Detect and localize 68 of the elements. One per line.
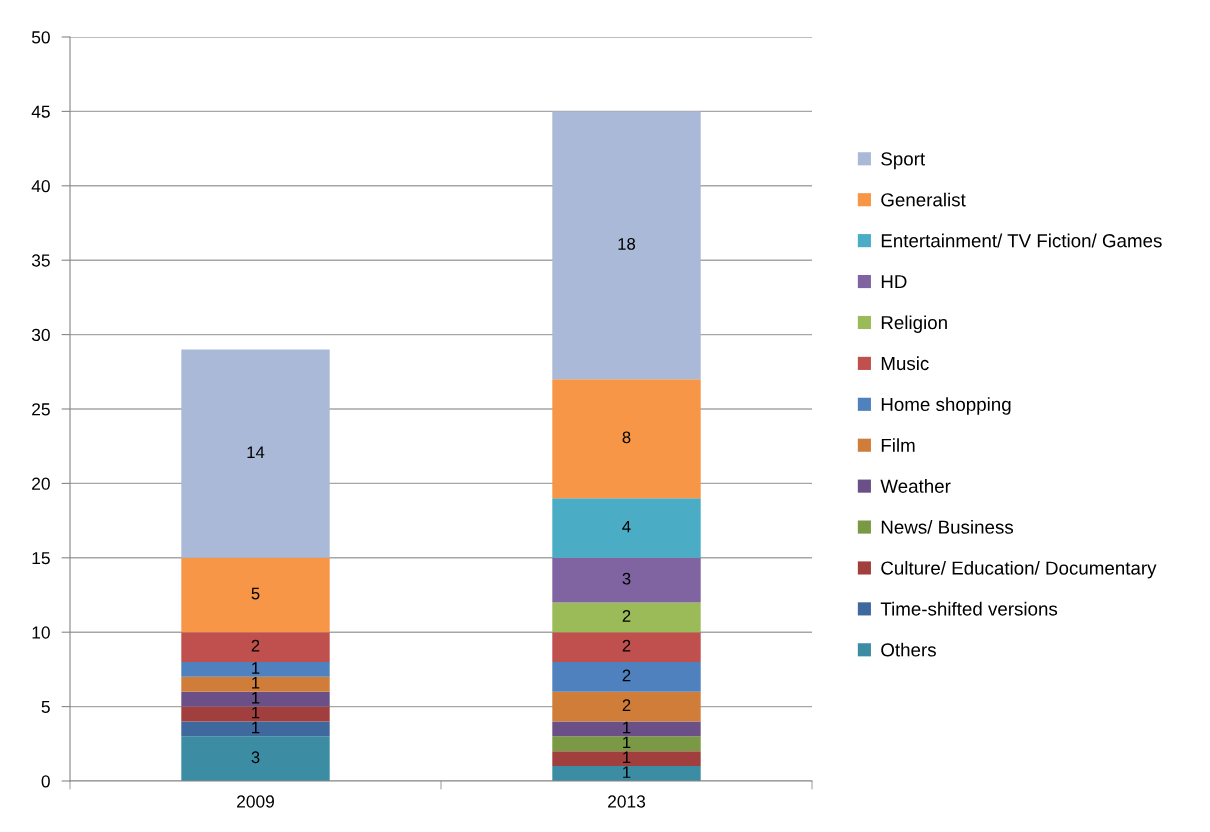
legend-label: Sport xyxy=(881,152,925,170)
legend-label: Music xyxy=(881,356,929,371)
bar xyxy=(552,111,701,380)
bar xyxy=(181,661,330,677)
data-label: 2 xyxy=(251,639,260,652)
y-tick-label: 10 xyxy=(32,626,50,639)
y-tick-label: 0 xyxy=(41,775,50,788)
bar xyxy=(181,676,330,692)
y-tick-label: 45 xyxy=(31,105,50,118)
bar xyxy=(181,721,330,737)
y-tick-label: 50 xyxy=(31,31,50,44)
x-tick-label: 2009 xyxy=(237,795,274,808)
bar xyxy=(552,766,701,781)
data-label: 14 xyxy=(247,446,265,458)
legend-label: Home shopping xyxy=(881,397,1011,415)
legend-label: Entertainment/ TV Fiction/ Games xyxy=(881,233,1162,248)
data-label: 1 xyxy=(623,766,631,778)
data-label: 1 xyxy=(252,692,260,704)
legend-label: Religion xyxy=(881,315,947,333)
bar xyxy=(181,706,330,722)
y-tick-label: 15 xyxy=(32,552,50,565)
y-tick-label: 40 xyxy=(31,179,50,193)
data-label: 2 xyxy=(622,669,631,682)
legend-label: Film xyxy=(881,438,915,452)
data-label: 1 xyxy=(623,736,631,749)
data-label: 18 xyxy=(618,237,636,250)
data-label: 4 xyxy=(622,520,631,533)
legend-label: Time-shifted versions xyxy=(880,601,1058,616)
y-tick-label: 25 xyxy=(32,403,50,416)
legend-label: Others xyxy=(881,642,936,657)
bar xyxy=(552,661,701,692)
bar xyxy=(181,736,330,781)
y-tick-label: 35 xyxy=(31,254,50,267)
bar xyxy=(552,379,701,499)
data-label: 1 xyxy=(252,677,260,689)
legend-label: Generalist xyxy=(881,192,966,207)
bar xyxy=(181,349,330,558)
data-label: 1 xyxy=(252,721,260,734)
bar xyxy=(181,691,330,707)
data-label: 2 xyxy=(622,699,631,711)
data-label: 2 xyxy=(622,639,631,652)
legend-label: Culture/ Education/ Documentary xyxy=(881,560,1157,579)
bar xyxy=(181,632,330,662)
legend-label: Weather xyxy=(880,479,951,493)
y-tick-label: 20 xyxy=(32,477,50,490)
data-label: 3 xyxy=(251,751,260,764)
data-label: 3 xyxy=(622,572,631,585)
data-label: 1 xyxy=(623,751,631,763)
data-label: 1 xyxy=(623,721,631,734)
bar xyxy=(552,751,701,767)
data-label: 2 xyxy=(622,609,631,622)
data-label: 1 xyxy=(252,706,260,719)
bar xyxy=(552,691,701,722)
legend-label: HD xyxy=(881,275,907,289)
data-label: 1 xyxy=(252,662,260,674)
bar xyxy=(552,602,701,633)
x-tick-label: 2013 xyxy=(608,795,646,808)
y-tick-label: 30 xyxy=(31,328,50,342)
legend-label: News/ Business xyxy=(881,520,1014,534)
data-label: 5 xyxy=(251,587,260,600)
data-label: 8 xyxy=(622,431,631,444)
bar xyxy=(552,736,701,752)
bar xyxy=(552,557,701,603)
y-tick-label: 5 xyxy=(41,700,50,714)
bar xyxy=(552,498,701,558)
bar xyxy=(552,632,701,662)
bar xyxy=(181,557,330,633)
bar xyxy=(552,721,701,737)
